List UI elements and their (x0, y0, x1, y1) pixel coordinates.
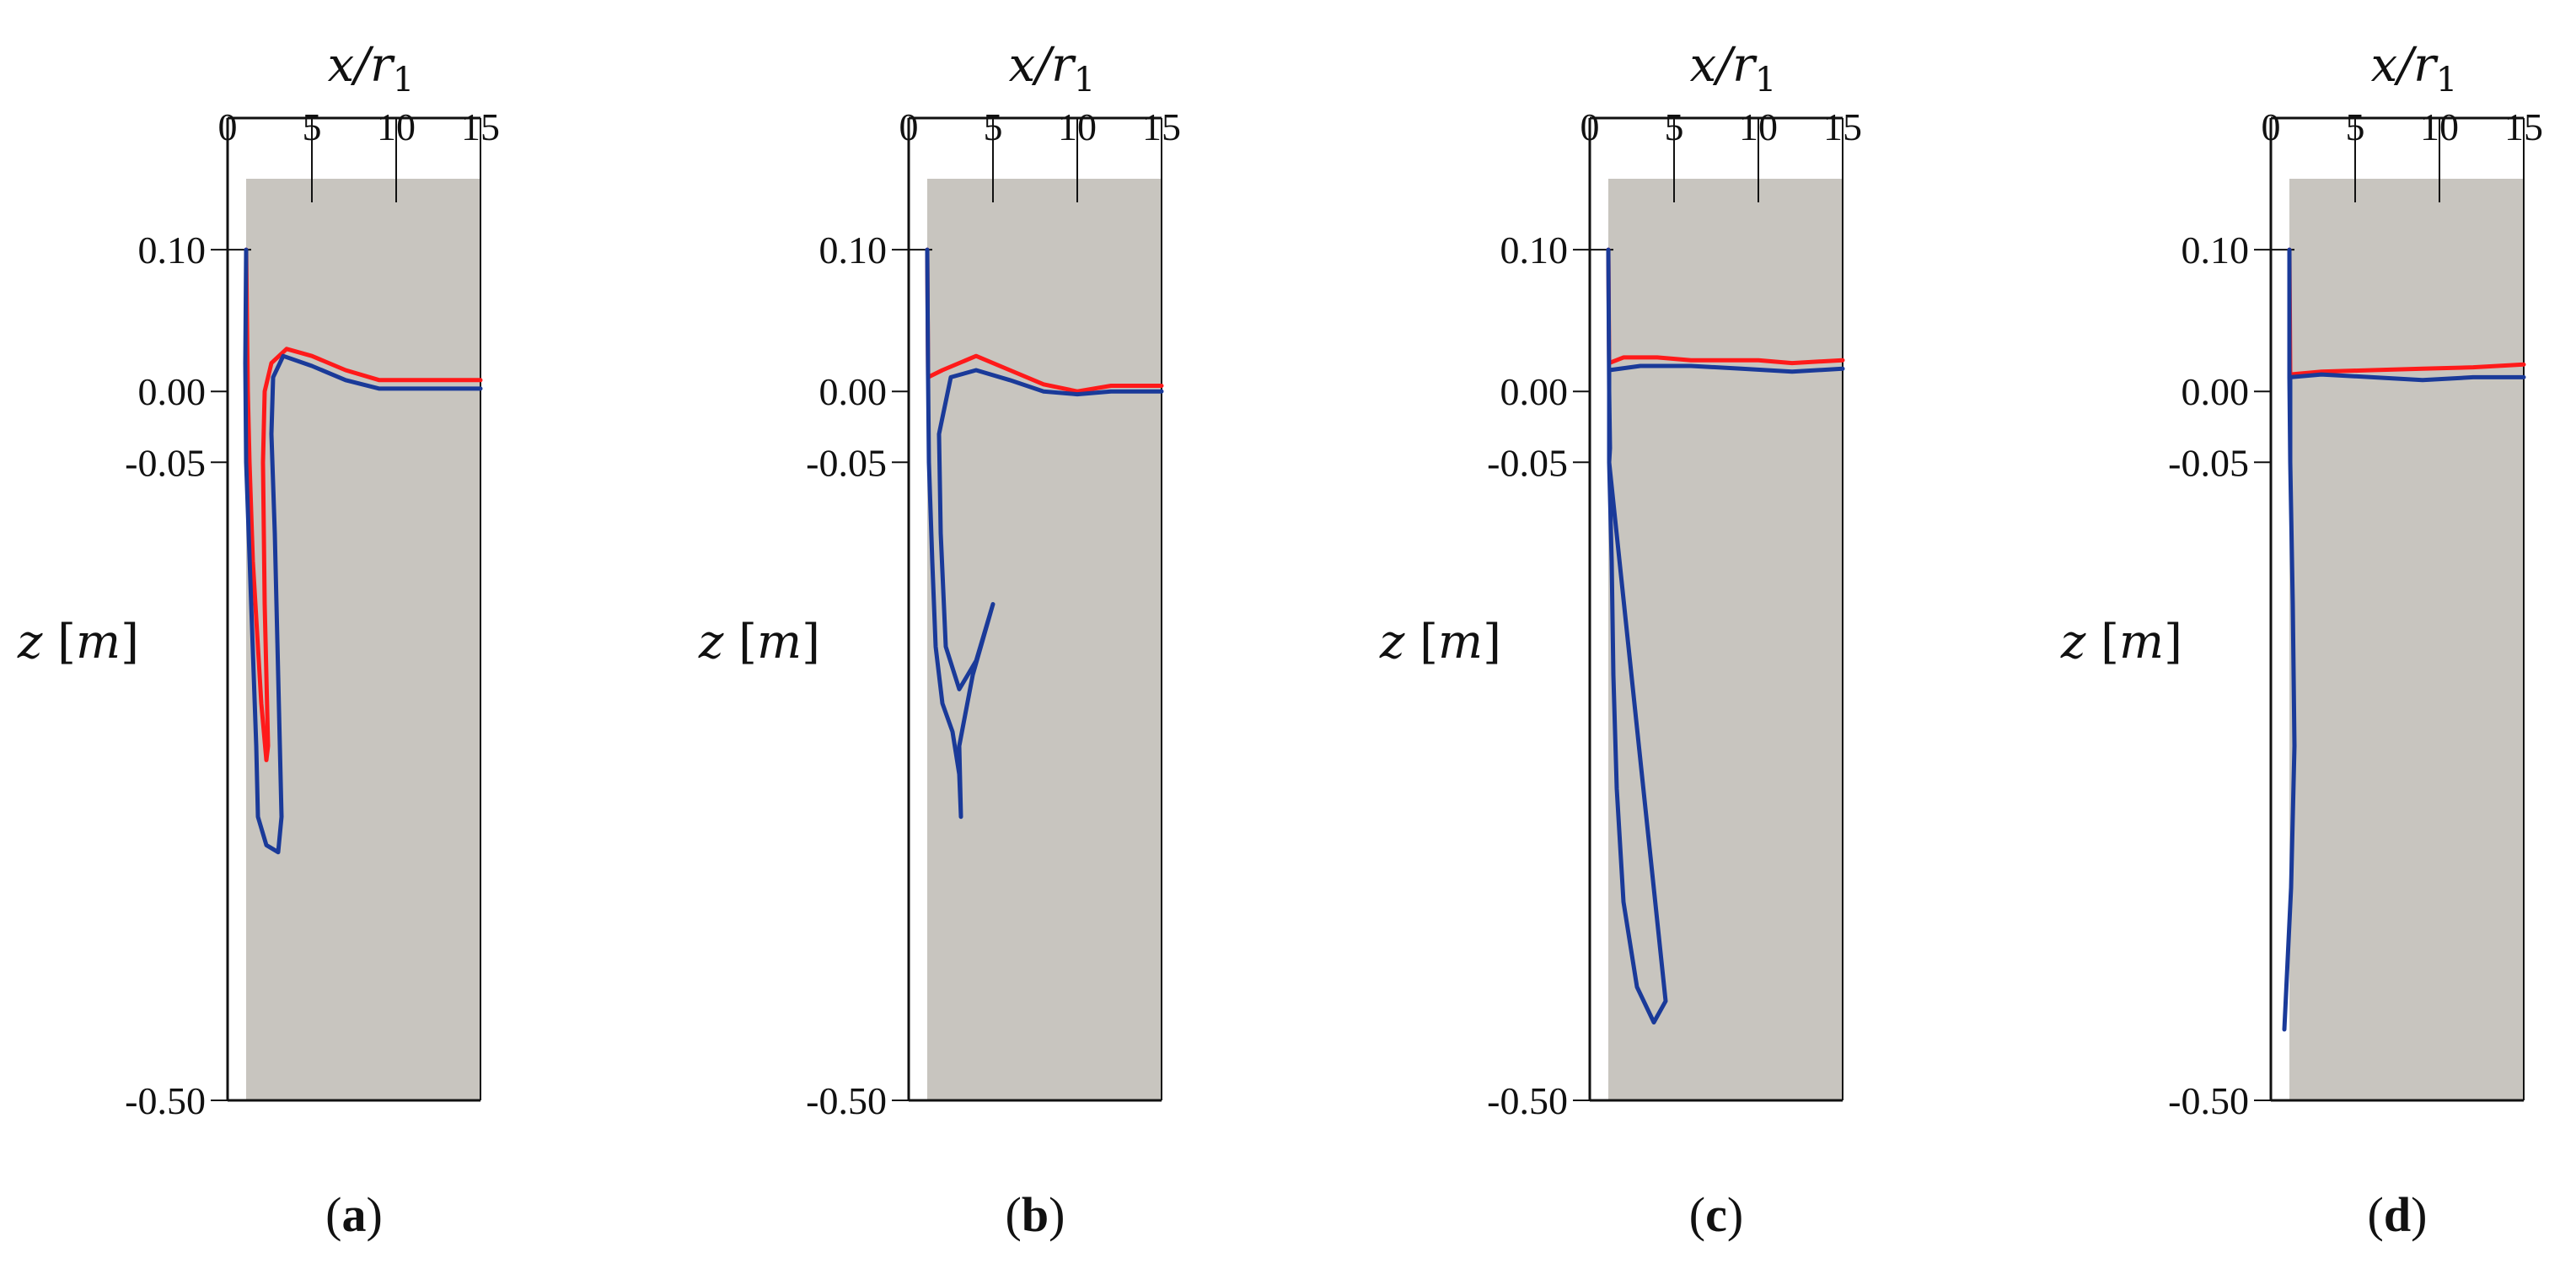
y-tick-label: -0.50 (125, 1079, 206, 1122)
panel-caption: (c) (1689, 1187, 1743, 1242)
series-line-red (244, 247, 483, 762)
x-tick-label: 5 (2346, 105, 2365, 148)
panel-caption: (d) (2368, 1187, 2428, 1242)
x-tick-label: 5 (303, 105, 322, 148)
x-tick-label: 5 (1665, 105, 1684, 148)
y-axis-title: z [m] (17, 615, 139, 669)
fluid-region (1608, 179, 1843, 1100)
x-tick-label: 0 (2262, 105, 2281, 148)
x-tick-label: 15 (1823, 105, 1862, 148)
series-line-red (1606, 247, 1845, 366)
y-tick-label: -0.05 (806, 441, 887, 484)
y-tick-label: 0.10 (2182, 229, 2250, 272)
y-tick-label: 0.00 (2182, 370, 2250, 413)
series-line-red (925, 247, 1164, 394)
y-axis-title: z [m] (2060, 615, 2182, 669)
x-tick-label: 10 (1058, 105, 1097, 148)
y-tick-label: 0.10 (138, 229, 207, 272)
fluid-region (2289, 179, 2524, 1100)
x-tick-label: 0 (899, 105, 919, 148)
y-tick-label: -0.50 (1487, 1079, 1568, 1122)
y-tick-label: 0.10 (1500, 229, 1569, 272)
y-tick-label: 0.00 (138, 370, 207, 413)
y-tick-label: -0.05 (1487, 441, 1568, 484)
x-axis-title: x/r1 (328, 38, 415, 99)
x-tick-label: 15 (1142, 105, 1181, 148)
y-tick-label: 0.00 (1500, 370, 1569, 413)
panel-b: 0 5 10 15 x/r1 0.10 0.00 -0.05 -0.50 z [m] (b) (698, 38, 1181, 1242)
fluid-region (246, 179, 480, 1100)
x-tick-label: 10 (377, 105, 416, 148)
y-tick-label: -0.05 (125, 441, 206, 484)
y-tick-label: -0.50 (806, 1079, 887, 1122)
series-line-blue (243, 247, 483, 855)
series-line-blue (925, 247, 1164, 820)
y-tick-label: -0.05 (2168, 441, 2249, 484)
y-tick-label: 0.00 (819, 370, 888, 413)
series-line-blue (1606, 247, 1845, 1024)
x-tick-label: 15 (2504, 105, 2543, 148)
fluid-region (927, 179, 1162, 1100)
series-line-blue (2282, 247, 2526, 1032)
x-tick-label: 0 (218, 105, 238, 148)
x-tick-label: 15 (461, 105, 500, 148)
panel-a: 0 5 10 15 x/r1 0.10 0.00 -0.05 -0.50 z [m] (a) (17, 38, 500, 1242)
y-axis-title: z [m] (1379, 615, 1501, 669)
panel-caption: (a) (325, 1187, 383, 1242)
x-tick-label: 10 (1739, 105, 1778, 148)
panel-d: 0 5 10 15 x/r1 0.10 0.00 -0.05 -0.50 z [m] (d) (2060, 38, 2543, 1242)
x-axis-title: x/r1 (1009, 38, 1096, 99)
y-axis-title: z [m] (698, 615, 820, 669)
y-tick-label: 0.10 (819, 229, 888, 272)
x-axis-title: x/r1 (1690, 38, 1777, 99)
panel-caption: (b) (1006, 1187, 1065, 1242)
x-tick-label: 10 (2420, 105, 2459, 148)
panel-c: 0 5 10 15 x/r1 0.10 0.00 -0.05 -0.50 z [m] (c) (1379, 38, 1862, 1242)
x-axis-title: x/r1 (2371, 38, 2458, 99)
x-tick-label: 0 (1580, 105, 1600, 148)
x-tick-label: 5 (984, 105, 1003, 148)
y-tick-label: -0.50 (2168, 1079, 2249, 1122)
